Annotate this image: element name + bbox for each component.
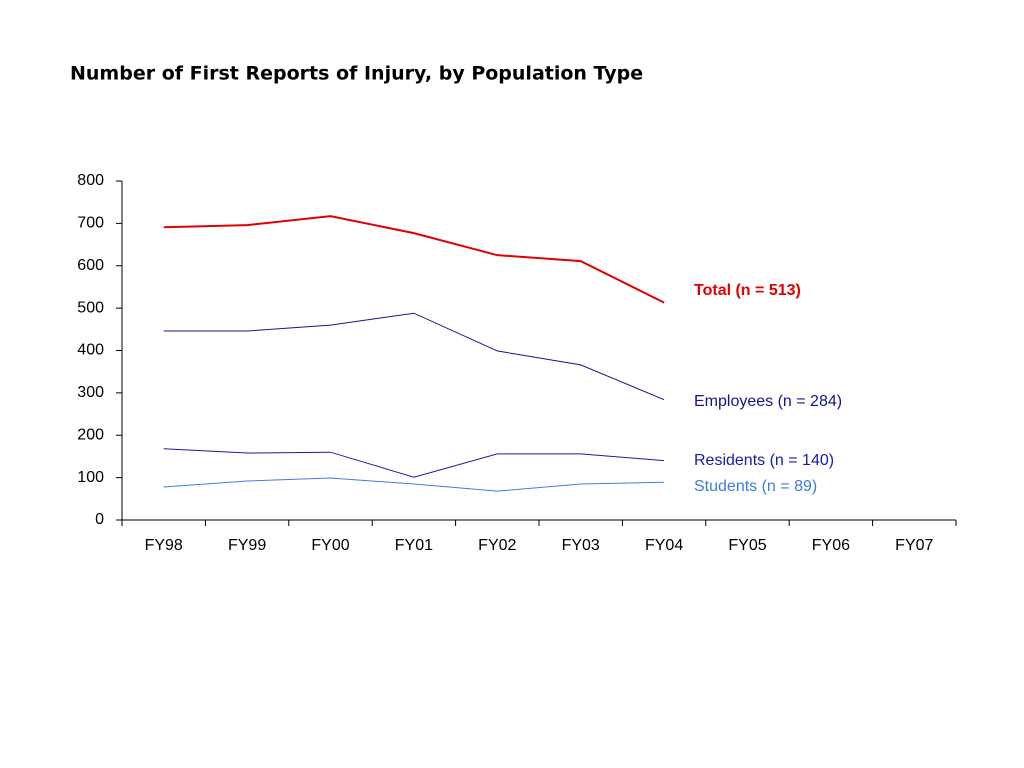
x-tick-label: FY07 bbox=[895, 537, 933, 554]
series-line bbox=[163, 448, 665, 478]
x-tick-label: FY99 bbox=[228, 537, 266, 554]
series-line bbox=[163, 215, 665, 304]
series-line bbox=[163, 477, 665, 492]
x-tick-label: FY03 bbox=[562, 537, 600, 554]
y-tick-label: 400 bbox=[77, 342, 104, 359]
x-tick-label: FY02 bbox=[478, 537, 516, 554]
y-tick-label: 500 bbox=[77, 299, 104, 316]
series-label: Employees (n = 284) bbox=[694, 393, 842, 410]
x-tick-label: FY06 bbox=[812, 537, 850, 554]
y-tick-label: 100 bbox=[77, 469, 104, 486]
y-tick-label: 0 bbox=[95, 511, 104, 528]
y-tick-label: 600 bbox=[77, 257, 104, 274]
x-tick-label: FY98 bbox=[145, 537, 183, 554]
x-tick-label: FY05 bbox=[728, 537, 766, 554]
y-tick-label: 700 bbox=[77, 215, 104, 232]
x-tick-label: FY04 bbox=[645, 537, 683, 554]
series-label: Students (n = 89) bbox=[694, 478, 817, 495]
x-tick-label: FY00 bbox=[311, 537, 349, 554]
y-tick-label: 300 bbox=[77, 384, 104, 401]
y-tick-label: 800 bbox=[77, 172, 104, 189]
series-label: Residents (n = 140) bbox=[694, 452, 834, 469]
chart-title: Number of First Reports of Injury, by Po… bbox=[70, 63, 643, 85]
series-label: Total (n = 513) bbox=[694, 282, 801, 299]
series-line bbox=[163, 312, 665, 401]
x-tick-label: FY01 bbox=[395, 537, 433, 554]
y-tick-label: 200 bbox=[77, 426, 104, 443]
